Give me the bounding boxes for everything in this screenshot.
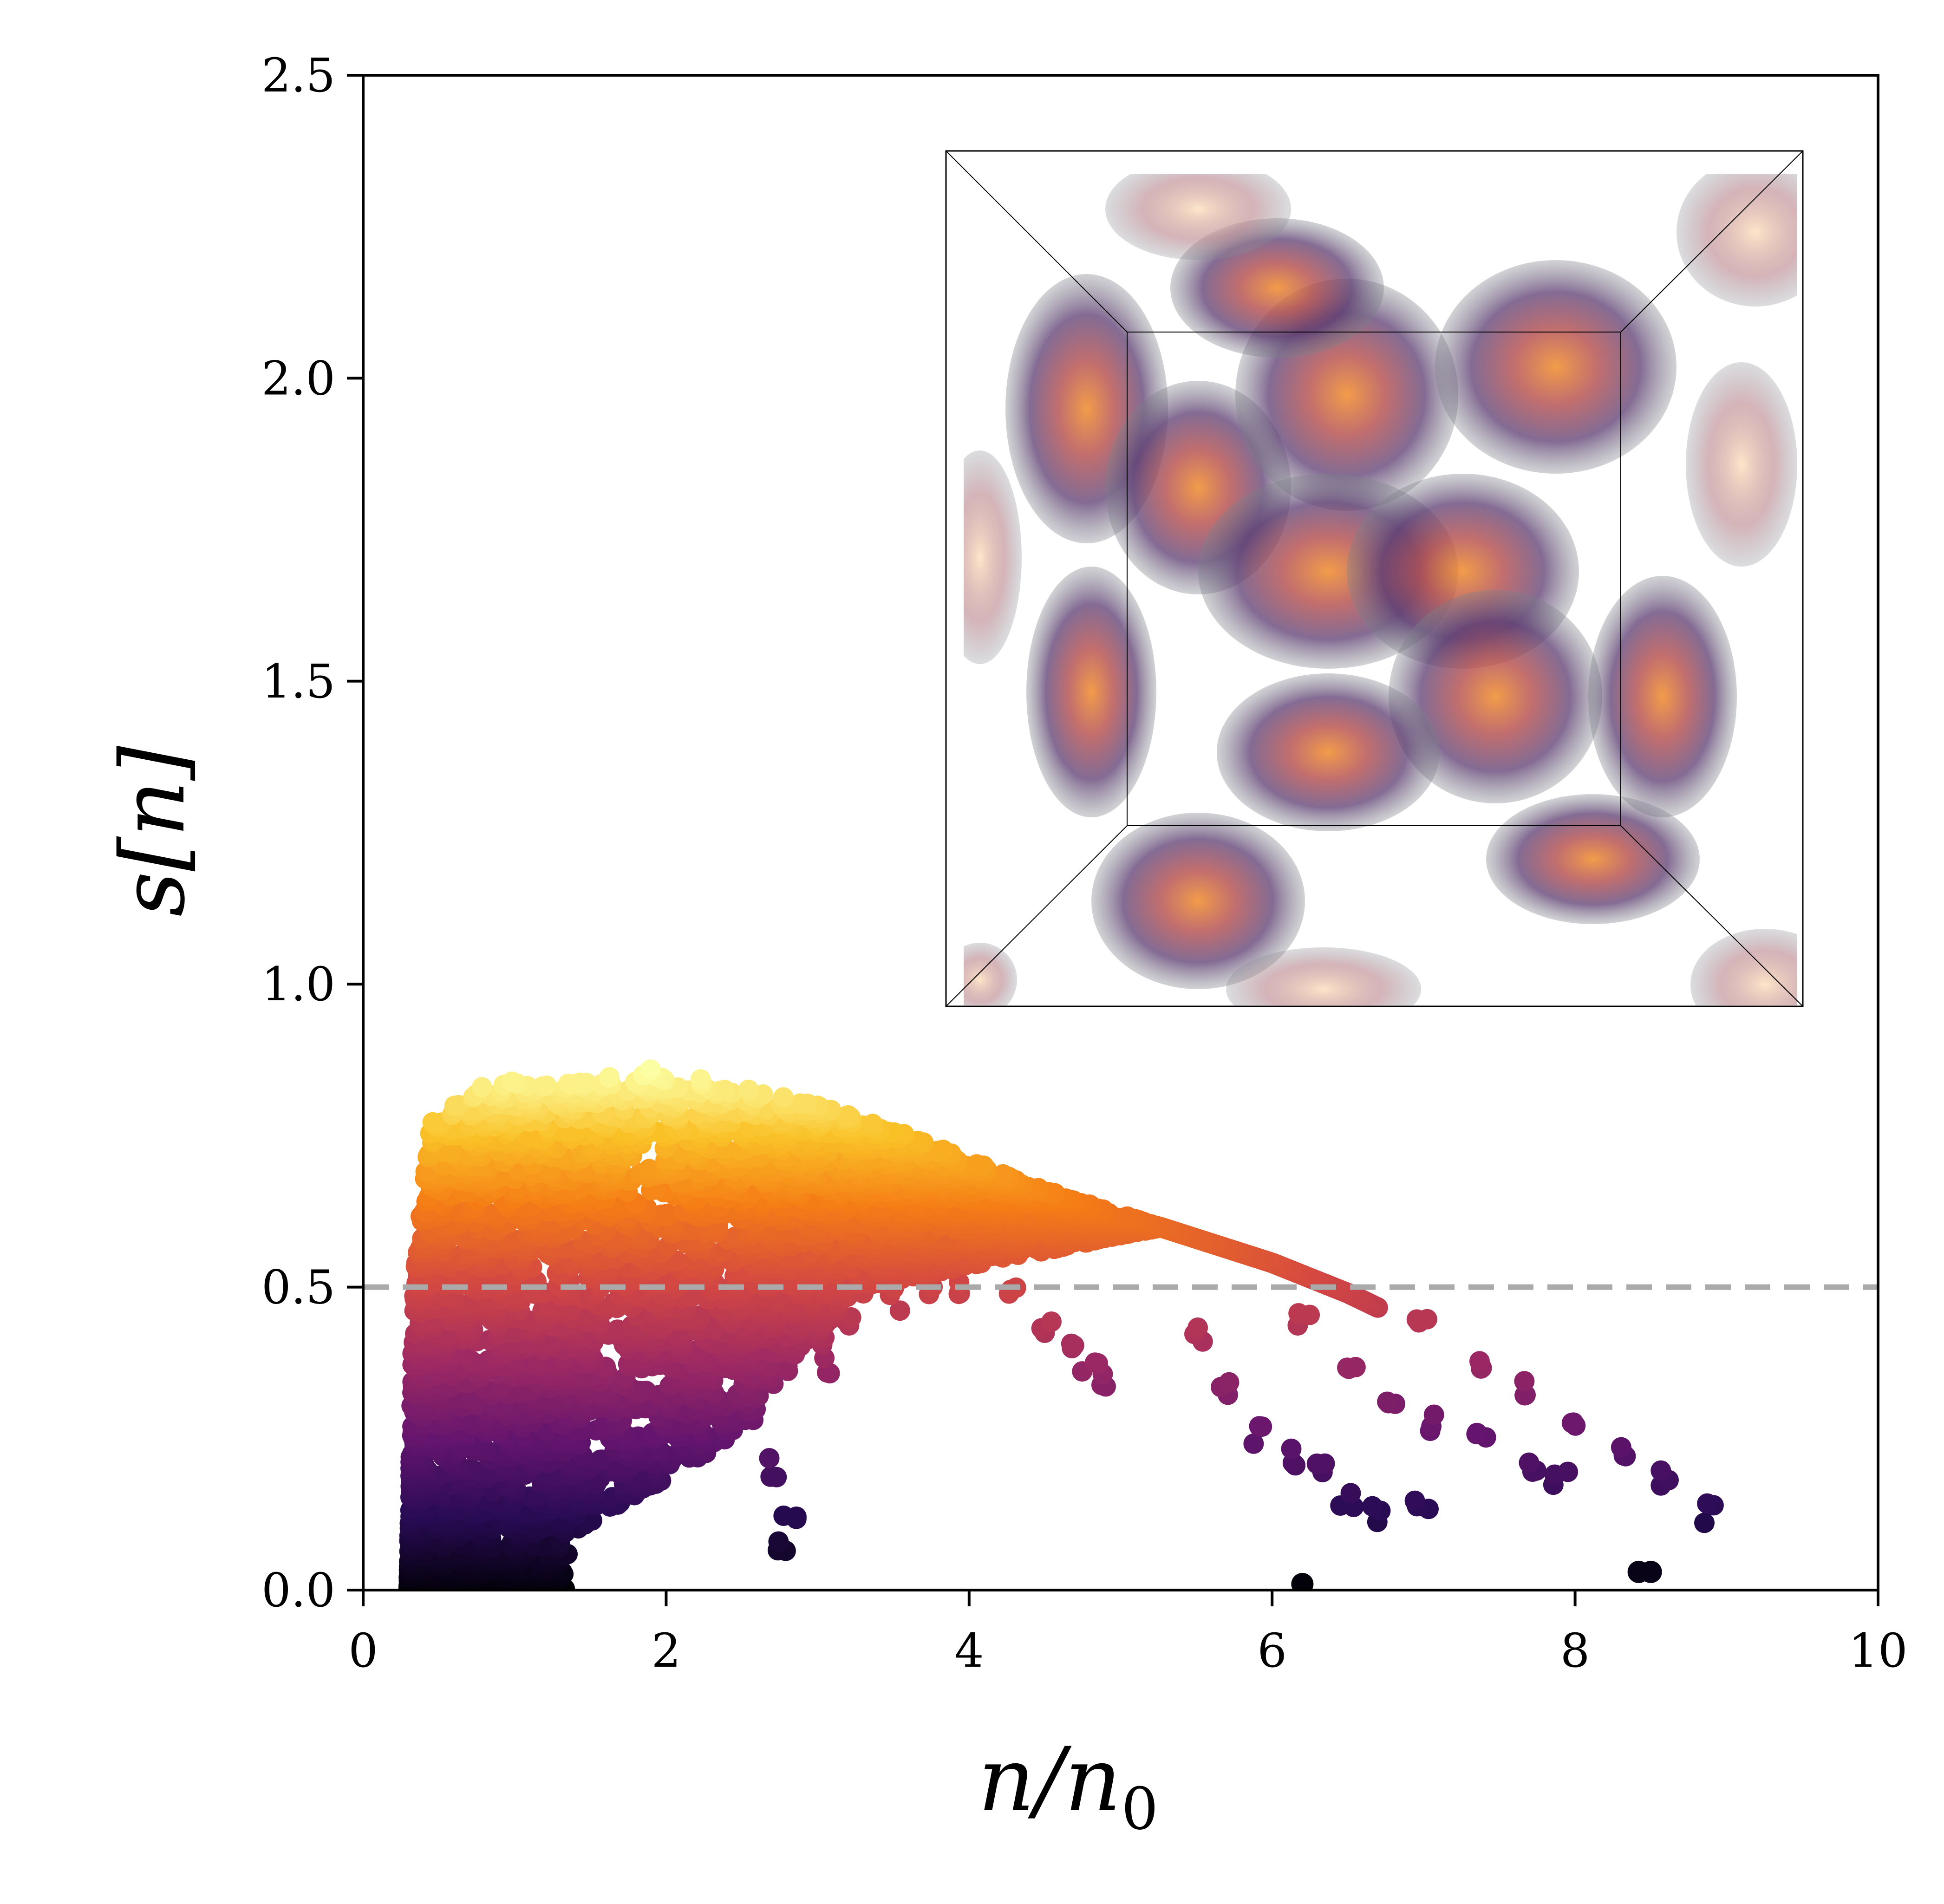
scatter-point <box>1084 1352 1105 1373</box>
scatter-point <box>1467 1422 1487 1443</box>
scatter-point <box>1697 1493 1718 1514</box>
scatter-point <box>1061 1333 1082 1354</box>
scatter-point <box>1514 1371 1535 1392</box>
scatter-point <box>581 1510 602 1531</box>
scatter-point <box>1219 1372 1239 1393</box>
scatter-point <box>1187 1317 1208 1338</box>
scatter-point <box>1404 1490 1425 1511</box>
scatter-point <box>1469 1351 1490 1372</box>
scatter-point <box>1243 1433 1264 1454</box>
scatter-point <box>773 1506 794 1526</box>
scatter-point <box>1345 1356 1366 1377</box>
scatter-point <box>1249 1416 1270 1437</box>
scatter-point <box>1563 1412 1584 1433</box>
scatter-point <box>768 1531 789 1552</box>
scatter-point <box>1362 1496 1383 1517</box>
scatter-point <box>759 1448 780 1469</box>
scatter-point <box>760 1466 781 1487</box>
scatter-point <box>933 1140 953 1161</box>
scatter-point <box>1694 1513 1715 1533</box>
scatter-point <box>1519 1452 1540 1473</box>
scatter-point <box>1423 1404 1444 1425</box>
scatter-point <box>1281 1438 1302 1459</box>
scatter-point <box>1314 1453 1335 1474</box>
scatter-point <box>1611 1437 1631 1458</box>
scatter-point <box>1041 1311 1062 1332</box>
scatter-point <box>1288 1303 1309 1324</box>
scatter-point <box>1650 1460 1671 1481</box>
scatter-point <box>889 1300 910 1321</box>
scatter-point <box>1117 1206 1138 1227</box>
scatter-point <box>1340 1483 1361 1504</box>
scatter-point <box>1558 1461 1579 1482</box>
scatter-point <box>1377 1391 1398 1412</box>
scatter-points <box>398 1059 1724 1590</box>
scatter-point <box>1417 1309 1437 1330</box>
